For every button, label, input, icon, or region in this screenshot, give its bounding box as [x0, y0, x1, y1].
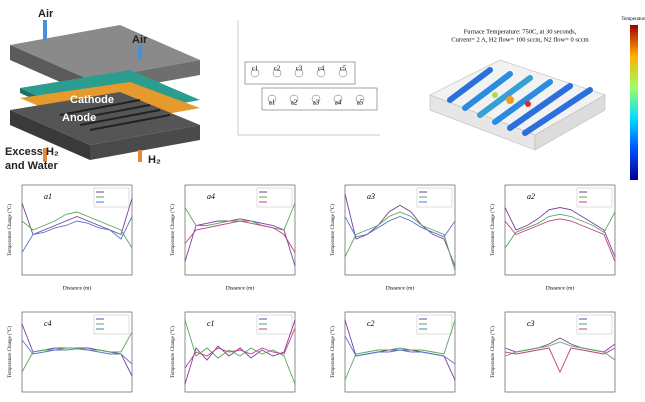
series-line	[505, 348, 615, 372]
y-axis-label: Temperature Change (°C)	[8, 204, 13, 256]
panel-label: c1	[207, 319, 215, 328]
sensor-label: c4	[318, 65, 325, 73]
chart: c2 Temperature Change (°C)	[331, 312, 455, 392]
colorbar-label: Temperature	[621, 17, 645, 22]
panel-label: c3	[527, 319, 535, 328]
label-excess: Excess H₂	[5, 146, 59, 158]
label-air: Air	[132, 34, 148, 46]
label-cathode: Cathode	[70, 94, 114, 106]
panel-label: a3	[367, 192, 375, 201]
panel-label: a1	[44, 192, 52, 201]
chart: a2 Distance (m) Temperature Change (°C)	[491, 185, 615, 291]
sensor-label: c5	[340, 65, 347, 73]
x-axis-label: Distance (m)	[226, 284, 255, 291]
label-h2: H₂	[148, 154, 161, 166]
y-axis-label: Temperature Change (°C)	[491, 204, 496, 256]
chart: c1 Temperature Change (°C)	[171, 312, 295, 392]
y-axis-label: Temperature Change (°C)	[171, 204, 176, 256]
y-axis-label: Temperature Change (°C)	[8, 326, 13, 378]
label-excess: and Water	[5, 160, 58, 172]
x-axis-label: Distance (m)	[63, 284, 92, 291]
chart: a1 Distance (m) Temperature Change (°C)	[8, 185, 132, 291]
plot-title: Furnace Temperature: 750C, at 30 seconds…	[464, 28, 577, 35]
series-line	[22, 217, 132, 253]
sensor-label: a4	[335, 99, 342, 107]
sensor-label: c3	[296, 65, 303, 73]
series-line	[345, 217, 455, 237]
chart: a4 Distance (m) Temperature Change (°C)	[171, 185, 295, 291]
chart: c3 Temperature Change (°C)	[491, 312, 615, 392]
y-axis-label: Temperature Change (°C)	[491, 326, 496, 378]
sensor-label: a1	[269, 99, 276, 107]
sensor-layout: c1 c2 c3 c4 c5 a1 a2 a3 a4 a5	[238, 20, 380, 135]
figure: Air Air Cathode Anode Excess H₂ and Wate…	[0, 0, 645, 402]
series-line	[505, 338, 615, 352]
panel-label: c2	[367, 319, 375, 328]
panel-label: c4	[44, 319, 52, 328]
figure-canvas: Air Air Cathode Anode Excess H₂ and Wate…	[0, 0, 645, 402]
plot-title: Current= 2 A, H2 flow= 100 sccm, N2 flow…	[451, 36, 588, 43]
panel-label: a2	[527, 192, 535, 201]
series-line	[22, 212, 132, 248]
series-line	[505, 342, 615, 360]
thermal-plot: Furnace Temperature: 750C, at 30 seconds…	[430, 17, 645, 180]
sensor-label: c2	[274, 65, 281, 73]
label-anode: Anode	[62, 112, 96, 124]
chart: c4 Temperature Change (°C)	[8, 312, 132, 392]
sensor-label: a3	[313, 99, 320, 107]
y-axis-label: Temperature Change (°C)	[331, 326, 336, 378]
sensor-label: a5	[357, 99, 364, 107]
sensor-label: c1	[252, 65, 259, 73]
x-axis-label: Distance (m)	[546, 284, 575, 291]
chart: a3 Distance (m) Temperature Change (°C)	[331, 185, 455, 291]
fuel-cell-diagram: Air Air Cathode Anode Excess H₂ and Wate…	[5, 8, 200, 172]
label-air: Air	[38, 8, 54, 20]
series-line	[505, 219, 615, 262]
sensor-label: a2	[291, 99, 298, 107]
x-axis-label: Distance (m)	[386, 284, 415, 291]
series-line	[345, 336, 455, 364]
series-line	[345, 212, 455, 271]
series-line	[22, 332, 132, 372]
y-axis-label: Temperature Change (°C)	[331, 204, 336, 256]
series-line	[505, 212, 615, 248]
panel-label: a4	[207, 192, 215, 201]
y-axis-label: Temperature Change (°C)	[171, 326, 176, 378]
